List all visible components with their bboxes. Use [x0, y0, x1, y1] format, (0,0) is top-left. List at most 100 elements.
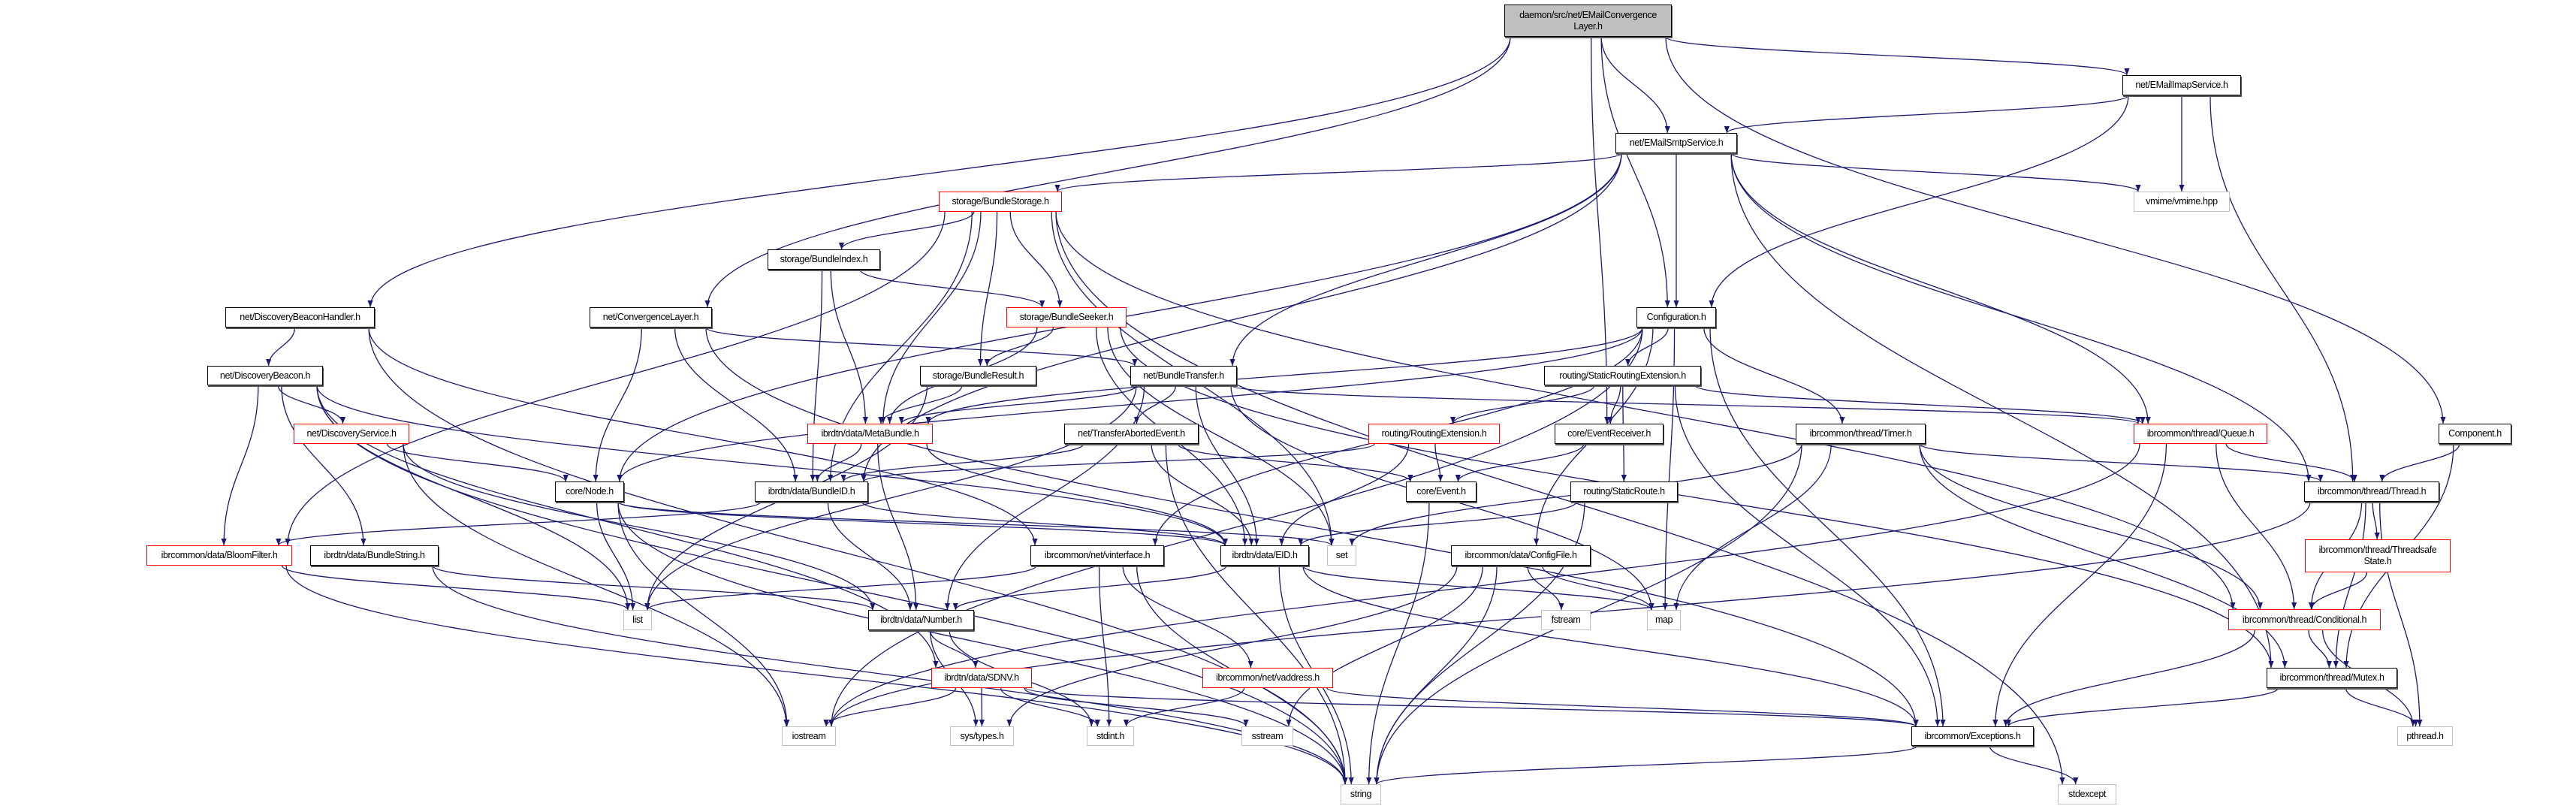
- edge-smtp-to-vmime: [1730, 152, 2141, 192]
- graph-node-timer[interactable]: ibrcommon/thread/Timer.h: [1796, 424, 1926, 444]
- graph-node-bresult[interactable]: storage/BundleResult.h: [920, 366, 1036, 385]
- edge-bstring-to-number: [432, 565, 876, 611]
- edge-dbeacon-to-bloom: [221, 385, 259, 546]
- graph-node-number[interactable]: ibrdtn/data/Number.h: [868, 610, 974, 630]
- edge-cl-to-btransfer: [705, 327, 1138, 367]
- edge-btransfer-to-metabundle: [898, 385, 1138, 424]
- graph-node-eid[interactable]: ibrdtn/data/EID.h: [1220, 545, 1309, 566]
- edge-bstorage-to-conditional: [1055, 211, 2236, 610]
- graph-node-thread[interactable]: ibrcommon/thread/Thread.h: [2304, 481, 2439, 502]
- edge-smtp-to-mutex: [1730, 152, 2274, 669]
- graph-node-config[interactable]: Configuration.h: [1636, 307, 1716, 328]
- graph-node-stdexcept: stdexcept: [2058, 784, 2116, 804]
- edge-tae-to-eid: [1151, 443, 1254, 546]
- graph-node-sdnv[interactable]: ibrdtn/data/SDNV.h: [931, 668, 1032, 688]
- graph-node-vaddress[interactable]: ibrcommon/net/vaddress.h: [1202, 668, 1333, 688]
- graph-node-configfile[interactable]: ibrcommon/data/ConfigFile.h: [1451, 545, 1591, 566]
- graph-node-dservice[interactable]: net/DiscoveryService.h: [294, 424, 409, 444]
- edge-smtp-to-btransfer: [1229, 152, 1622, 367]
- edge-config-to-timer: [1703, 327, 1845, 424]
- graph-node-btransfer[interactable]: net/BundleTransfer.h: [1130, 366, 1237, 385]
- graph-node-sroute[interactable]: routing/StaticRoute.h: [1570, 481, 1678, 502]
- edge-bresult-to-metabundle: [878, 385, 963, 424]
- edge-thread-to-pthread: [2379, 501, 2423, 727]
- edge-timer-to-conditional: [1919, 443, 2263, 610]
- graph-node-rext[interactable]: routing/RoutingExtension.h: [1368, 424, 1500, 444]
- edge-dservice-to-number: [403, 443, 876, 611]
- edge-sre-to-rext: [1450, 385, 1595, 424]
- graph-node-dbeacon[interactable]: net/DiscoveryBeacon.h: [207, 366, 323, 385]
- graph-node-node[interactable]: core/Node.h: [555, 481, 624, 502]
- edge-bstorage-to-bresult: [977, 211, 998, 367]
- graph-node-exceptions[interactable]: ibrcommon/Exceptions.h: [1911, 726, 2034, 746]
- edge-btransfer-to-eid: [1195, 385, 1259, 546]
- graph-node-bundleid[interactable]: ibrdtn/data/BundleID.h: [755, 481, 868, 502]
- graph-node-bstring[interactable]: ibrdtn/data/BundleString.h: [310, 545, 439, 566]
- edge-vaddress-to-stdint: [1123, 687, 1245, 727]
- graph-node-event[interactable]: core/Event.h: [1406, 481, 1477, 502]
- edge-queue-to-exceptions: [1992, 443, 2167, 727]
- graph-node-stdint: stdint.h: [1087, 726, 1134, 746]
- edge-cl-to-node: [593, 327, 642, 482]
- edge-eid-to-number: [952, 565, 1227, 611]
- edge-sroute-to-eid: [1298, 501, 1577, 546]
- graph-node-imap[interactable]: net/EMailImapService.h: [2122, 75, 2241, 95]
- graph-node-vinterface[interactable]: ibrcommon/net/vinterface.h: [1030, 545, 1164, 566]
- edge-imap-to-smtp: [1724, 95, 2129, 134]
- edge-sre-to-exceptions: [1674, 385, 1941, 727]
- edge-main-to-component: [1665, 36, 2446, 424]
- edge-bstorage-to-bseeker: [1009, 211, 1063, 308]
- edge-evrecv-to-event: [1455, 443, 1585, 482]
- graph-node-sre[interactable]: routing/StaticRoutingExtension.h: [1544, 366, 1701, 385]
- edge-config-to-metabundle: [925, 327, 1643, 424]
- graph-node-bloom[interactable]: ibrcommon/data/BloomFilter.h: [146, 545, 292, 566]
- edge-mutex-to-pthread: [2345, 687, 2419, 727]
- edge-conditional-to-exceptions: [2003, 629, 2255, 727]
- graph-node-tae[interactable]: net/TransferAbortedEvent.h: [1064, 424, 1199, 444]
- edge-node-to-iostream: [617, 501, 790, 727]
- edge-sroute-to-string: [1374, 501, 1585, 785]
- edge-node-to-eid: [617, 501, 1228, 546]
- graph-node-bindex[interactable]: storage/BundleIndex.h: [768, 249, 880, 270]
- edge-tsstate-to-conditional: [2309, 572, 2368, 610]
- graph-node-conditional[interactable]: ibrcommon/thread/Conditional.h: [2228, 609, 2381, 630]
- graph-node-bstorage[interactable]: storage/BundleStorage.h: [939, 192, 1062, 212]
- graph-node-cl[interactable]: net/ConvergenceLayer.h: [590, 307, 712, 328]
- edge-configfile-to-string: [1374, 565, 1498, 785]
- edge-mutex-to-exceptions: [2005, 687, 2279, 727]
- edge-dservice-to-iostream: [403, 443, 789, 727]
- edge-dbh-to-dbeacon: [266, 327, 296, 367]
- edge-dbeacon-to-eid: [316, 385, 1228, 546]
- graph-node-evrecv[interactable]: core/EventReceiver.h: [1555, 424, 1664, 444]
- graph-node-main: daemon/src/net/EMailConvergence Layer.h: [1504, 5, 1672, 37]
- edge-config-to-exceptions: [1709, 327, 1946, 727]
- edge-bseeker-to-mutex: [1120, 327, 2274, 669]
- edge-thread-to-tsstate: [2372, 501, 2380, 540]
- graph-node-iostream: iostream: [782, 726, 836, 746]
- edge-vinterface-to-stdint: [1098, 565, 1112, 727]
- graph-node-bseeker[interactable]: storage/BundleSeeker.h: [1006, 307, 1127, 328]
- edge-main-to-cl: [704, 36, 1511, 308]
- edge-queue-to-conditional: [2216, 443, 2297, 610]
- edge-bindex-to-bseeker: [859, 269, 1045, 308]
- edge-bundleid-to-eid: [861, 501, 1228, 546]
- edge-bseeker-to-bresult: [984, 327, 1054, 367]
- edge-smtp-to-bstorage: [1054, 152, 1622, 192]
- edge-sre-to-queue: [1694, 385, 2146, 424]
- edge-bseeker-to-set: [1107, 327, 1335, 546]
- edge-node-to-string: [617, 501, 1348, 785]
- edge-node-to-list: [596, 501, 636, 611]
- edge-bindex-to-bundleid: [810, 269, 823, 482]
- graph-node-mutex[interactable]: ibrcommon/thread/Mutex.h: [2267, 668, 2397, 688]
- graph-node-component[interactable]: Component.h: [2439, 424, 2511, 444]
- graph-node-smtp[interactable]: net/EMailSmtpService.h: [1615, 133, 1737, 153]
- graph-node-tsstate[interactable]: ibrcommon/thread/Threadsafe State.h: [2305, 539, 2451, 572]
- edge-queue-to-thread: [2225, 443, 2357, 482]
- edge-configfile-to-systypes: [1006, 565, 1458, 727]
- graph-node-metabundle[interactable]: ibrdtn/data/MetaBundle.h: [807, 424, 933, 444]
- edge-bundleid-to-number: [827, 501, 913, 611]
- graph-node-dbh[interactable]: net/DiscoveryBeaconHandler.h: [225, 307, 375, 328]
- graph-node-queue[interactable]: ibrcommon/thread/Queue.h: [2134, 424, 2267, 444]
- edge-sdnv-to-stdint: [1000, 687, 1100, 727]
- edge-eid-to-exceptions: [1302, 565, 1919, 727]
